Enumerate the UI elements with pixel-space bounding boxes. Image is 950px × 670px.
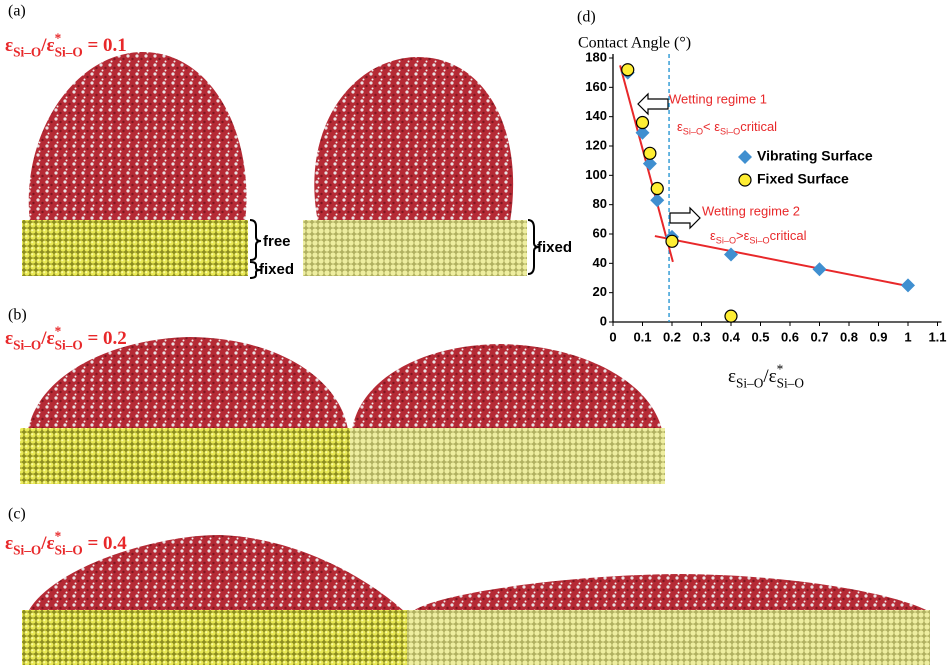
x-tick-label: 0.3 <box>692 329 710 344</box>
panel-label: (a) <box>8 3 26 20</box>
text-part: >ε <box>736 228 750 243</box>
text-part: Si–O <box>749 236 769 246</box>
legend-marker <box>738 150 752 164</box>
y-tick-label: 20 <box>593 284 607 299</box>
text-part: Si–O <box>720 127 740 137</box>
y-tick-label: 40 <box>593 255 607 270</box>
text-part: Si–O <box>683 127 703 137</box>
y-tick-label: 80 <box>593 196 607 211</box>
text-part: ε <box>728 366 736 387</box>
layer-label: fixed <box>537 239 572 256</box>
text-part: Si–O <box>736 376 764 391</box>
panel-label: (d) <box>577 9 596 26</box>
arrow-left <box>638 94 668 114</box>
x-axis-title: εSi–O/ε*Si–O <box>728 361 804 390</box>
legend-marker <box>739 174 751 186</box>
ratio-label: εSi–O/ε*Si–O = 0.1 <box>5 30 127 59</box>
x-tick-label: 0.7 <box>810 329 828 344</box>
panel-b-images <box>20 337 665 484</box>
text-part: Si–O <box>13 543 41 558</box>
ratio-label: εSi–O/ε*Si–O = 0.4 <box>5 528 127 557</box>
text-part: ε <box>5 533 13 554</box>
x-tick-label: 1 <box>904 329 911 344</box>
text-part: ε <box>5 328 13 349</box>
text-part: /ε <box>40 35 54 56</box>
panel-c-images <box>22 535 930 665</box>
text-part: /ε <box>40 533 54 554</box>
text-part: ε <box>5 35 13 56</box>
x-tick-label: 0.6 <box>781 329 799 344</box>
text-part: * <box>777 361 784 376</box>
text-part: Si–O <box>55 45 83 60</box>
x-tick-label: 0.8 <box>840 329 858 344</box>
diamond-marker <box>813 262 827 276</box>
y-tick-label: 60 <box>593 225 607 240</box>
fit-line <box>655 236 908 286</box>
text-part: Si–O <box>13 45 41 60</box>
circle-marker <box>725 310 737 322</box>
annotation: Wetting regime 1 <box>669 91 767 106</box>
text-part: * <box>55 30 62 45</box>
circle-marker <box>666 235 678 247</box>
legend-label: Fixed Surface <box>757 171 849 187</box>
y-tick-label: 160 <box>585 79 607 94</box>
x-tick-label: 0 <box>609 329 616 344</box>
circle-marker <box>622 64 634 76</box>
y-tick-label: 120 <box>585 137 607 152</box>
x-tick-label: 1.1 <box>928 329 946 344</box>
layer-label: free <box>263 233 291 250</box>
x-tick-label: 0.5 <box>751 329 769 344</box>
circle-marker <box>644 147 656 159</box>
text-part: * <box>55 323 62 338</box>
condition: εSi–O< εSi–Ocritical <box>677 119 777 137</box>
y-tick-label: 0 <box>600 313 607 328</box>
text-part: = 0.4 <box>83 533 128 554</box>
text-part: Si–O <box>55 543 83 558</box>
y-tick-label: 100 <box>585 167 607 182</box>
ratio-label: εSi–O/ε*Si–O = 0.2 <box>5 323 127 352</box>
annotation: Wetting regime 2 <box>702 203 800 218</box>
text-part: * <box>55 528 62 543</box>
x-tick-label: 0.2 <box>663 329 681 344</box>
text-part: critical <box>740 119 777 134</box>
y-tick-label: 140 <box>585 108 607 123</box>
x-tick-label: 0.1 <box>633 329 651 344</box>
figure: (a)εSi–O/ε*Si–O = 0.1freefixedfixed(b)εS… <box>0 0 950 665</box>
text-part: Si–O <box>55 338 83 353</box>
arrow-right <box>670 208 700 228</box>
text-part: Si–O <box>716 236 736 246</box>
legend-label: Vibrating Surface <box>757 148 873 164</box>
panel-label: (c) <box>8 506 26 523</box>
diamond-marker <box>901 278 915 292</box>
diamond-marker <box>650 193 664 207</box>
condition: εSi–O>εSi–Ocritical <box>710 228 807 246</box>
text-part: /ε <box>763 366 776 387</box>
x-tick-label: 0.9 <box>869 329 887 344</box>
panel-label: (b) <box>8 307 27 324</box>
text-part: Si–O <box>13 338 41 353</box>
text-part: = 0.2 <box>83 328 127 349</box>
circle-marker <box>637 117 649 129</box>
text-part: = 0.1 <box>83 35 127 56</box>
y-tick-label: 180 <box>585 49 607 64</box>
text-part: Si–O <box>777 376 805 391</box>
circle-marker <box>651 183 663 195</box>
layer-label: fixed <box>259 261 294 278</box>
text-part: /ε <box>40 328 54 349</box>
text-part: < ε <box>703 119 720 134</box>
text-part: critical <box>770 228 807 243</box>
x-tick-label: 0.4 <box>722 329 741 344</box>
